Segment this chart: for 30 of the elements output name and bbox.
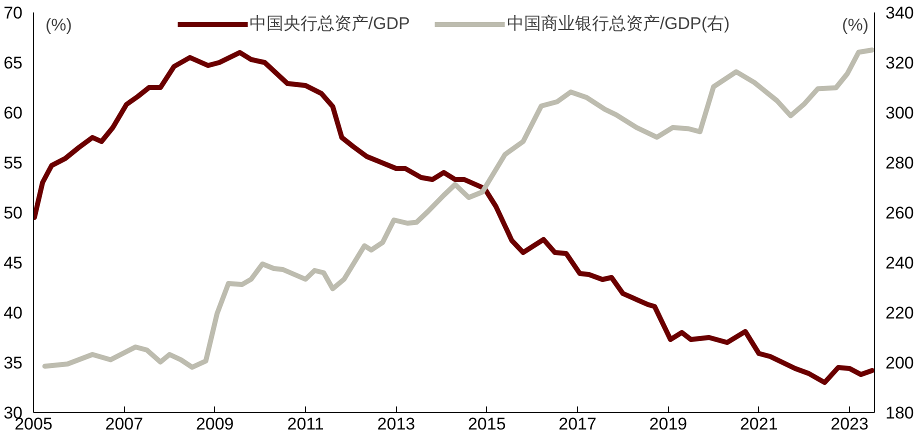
x-tick-label: 2019 <box>649 414 688 432</box>
x-tick-label: 2013 <box>377 414 416 432</box>
x-tick-label: 2023 <box>830 414 868 432</box>
y-axis-title: (%) <box>46 16 72 34</box>
y-tick-label: 60 <box>4 104 23 122</box>
y-tick-label: 65 <box>4 54 23 72</box>
y2-tick-label: 340 <box>886 4 914 22</box>
y2-tick-label: 280 <box>886 154 914 172</box>
legend-label: 中国央行总资产/GDP <box>249 13 410 35</box>
y2-tick-label: 260 <box>886 204 914 222</box>
y-tick-label: 40 <box>4 304 23 322</box>
x-tick-label: 2015 <box>468 414 506 432</box>
x-tick-label: 2017 <box>558 414 596 432</box>
y2-tick-label: 240 <box>886 254 914 272</box>
y2-axis-title: (%) <box>842 16 869 34</box>
x-tick-label: 2021 <box>740 414 778 432</box>
y-tick-label: 70 <box>4 4 23 22</box>
x-tick-label: 2011 <box>287 414 324 432</box>
y2-tick-label: 200 <box>886 354 914 372</box>
y-tick-label: 50 <box>4 204 23 222</box>
y-tick-label: 55 <box>4 154 23 172</box>
legend-label: 中国商业银行总资产/GDP(右) <box>506 13 730 35</box>
y2-tick-label: 320 <box>886 54 914 72</box>
y2-tick-label: 180 <box>886 404 914 422</box>
x-tick-label: 2009 <box>196 414 234 432</box>
y2-tick-label: 300 <box>886 104 914 122</box>
y2-tick-label: 220 <box>886 304 914 322</box>
x-tick-label: 2007 <box>105 414 144 432</box>
y-tick-label: 35 <box>4 354 23 372</box>
y-tick-label: 45 <box>4 254 23 272</box>
